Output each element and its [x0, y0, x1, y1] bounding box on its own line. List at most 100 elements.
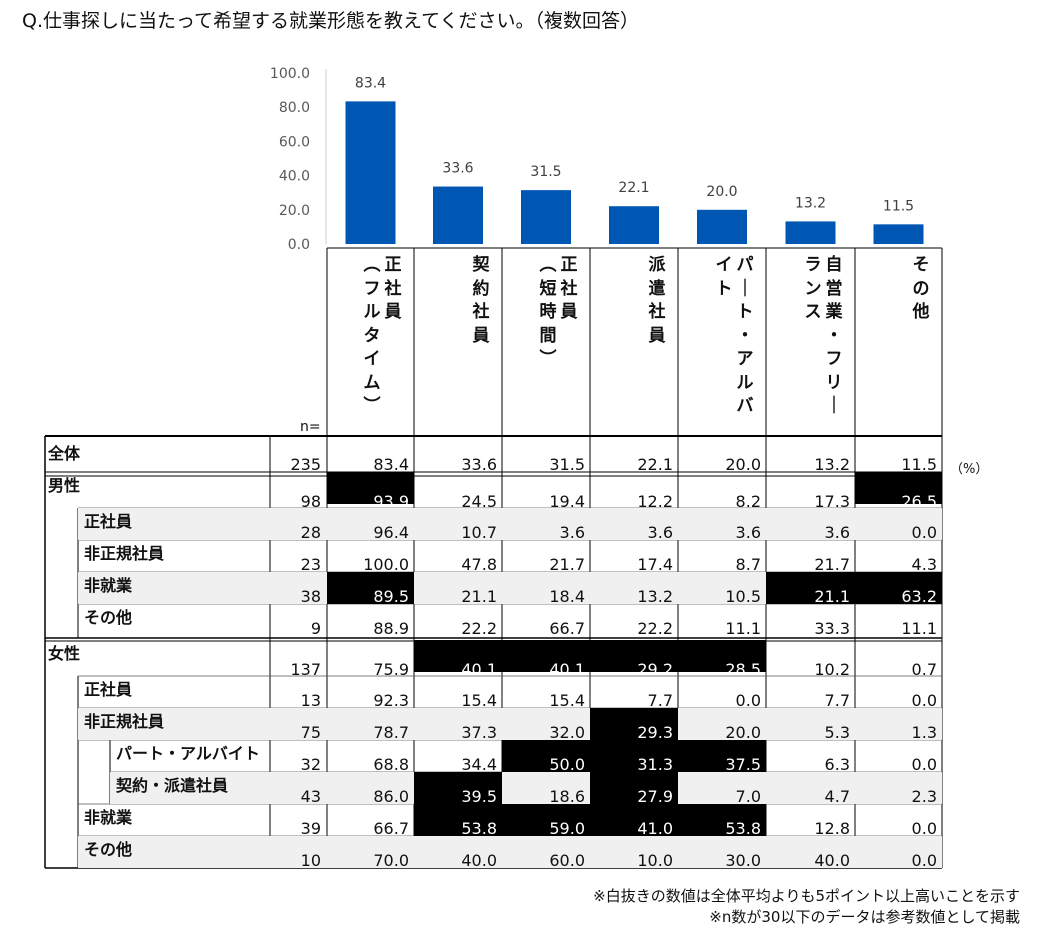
- column-header-line: パ ｜ ト・アルバ: [735, 254, 755, 434]
- value-cell: 31.5: [549, 455, 585, 474]
- header-char: 契: [472, 255, 490, 275]
- value-cell: 13.2: [637, 587, 673, 606]
- note-sample-size: ※n数が30以下のデータは参考数値として掲載: [709, 908, 1020, 926]
- value-cell: 33.6: [461, 455, 497, 474]
- column-header: 自営業・フリ｜ランス: [771, 254, 844, 434]
- row-n: 235: [290, 455, 321, 474]
- value-cell: 7.7: [647, 691, 673, 710]
- header-char: 時: [539, 302, 557, 322]
- column-header-line: ︵ 短時間 ︶: [538, 254, 558, 434]
- value-cell: 0.0: [911, 755, 937, 774]
- header-char: イ: [363, 349, 381, 369]
- row-label: 非正規社員: [84, 712, 165, 731]
- header-char: ︵: [363, 255, 381, 275]
- row-n: 75: [300, 723, 321, 742]
- bar: [345, 101, 396, 244]
- value-cell: 39.5: [461, 787, 497, 806]
- column-header-line: イト: [714, 254, 734, 434]
- row-label: 全体: [48, 444, 81, 463]
- value-cell: 22.2: [461, 619, 497, 638]
- value-cell: 89.5: [373, 587, 409, 606]
- value-cell: 70.0: [373, 851, 409, 870]
- row-label: 女性: [48, 644, 81, 663]
- value-cell: 10.7: [461, 523, 497, 542]
- bar-chart: 0.0 20.0 40.0 60.0 80.0 100.0 83.4 33.6 31.5 22.1…: [270, 66, 924, 250]
- highlight-cell: [502, 804, 590, 836]
- value-cell: 41.0: [637, 819, 673, 838]
- n-label: n=: [300, 419, 321, 435]
- value-cell: 37.5: [725, 755, 761, 774]
- value-cell: 0.0: [911, 851, 937, 870]
- header-char: 社: [384, 278, 402, 299]
- value-cell: 20.0: [725, 455, 761, 474]
- value-cell: 21.1: [814, 587, 850, 606]
- row-shade: [78, 836, 942, 868]
- row-n: 32: [300, 755, 321, 774]
- highlight-cell: [502, 640, 590, 672]
- header-char: ス: [804, 302, 822, 322]
- bar: [521, 190, 571, 244]
- header-char: 員: [648, 325, 666, 346]
- highlight-cell: [590, 804, 678, 836]
- header-char: 間: [539, 325, 557, 346]
- highlight-cell: [414, 772, 502, 804]
- value-cell: 17.3: [814, 492, 850, 511]
- header-char: リ: [825, 372, 843, 393]
- header-char: そ: [912, 255, 930, 275]
- header-char: ・: [825, 325, 843, 346]
- row-n: 10: [300, 851, 321, 870]
- row-label: パート・アルバイト: [116, 744, 260, 763]
- value-cell: 0.0: [735, 691, 761, 710]
- value-cell: 15.4: [461, 691, 497, 710]
- row-n: 23: [300, 555, 321, 574]
- column-header-line: ︵ フルタイム ︶: [362, 254, 382, 434]
- y-tick-label: 20.0: [279, 203, 310, 219]
- header-char: 他: [912, 302, 930, 322]
- header-char: タ: [363, 325, 381, 346]
- column-header: 契約社員: [419, 254, 491, 434]
- value-cell: 40.0: [814, 851, 850, 870]
- value-cell: 3.6: [647, 523, 673, 542]
- header-char: 員: [472, 325, 490, 346]
- value-cell: 29.3: [637, 723, 673, 742]
- value-cell: 40.1: [461, 660, 497, 679]
- value-cell: 92.3: [373, 691, 409, 710]
- row-n: 38: [300, 587, 321, 606]
- value-cell: 17.4: [637, 555, 673, 574]
- y-tick-label: 100.0: [270, 66, 310, 82]
- value-cell: 21.7: [814, 555, 850, 574]
- value-cell: 12.2: [637, 492, 673, 511]
- column-header-line: 自営業・フリ ｜: [824, 254, 844, 434]
- value-cell: 15.4: [549, 691, 585, 710]
- value-cell: 4.7: [824, 787, 850, 806]
- value-cell: 21.7: [549, 555, 585, 574]
- bar-value-label: 13.2: [795, 195, 826, 211]
- value-cell: 88.9: [373, 619, 409, 638]
- row-label: 非就業: [84, 808, 133, 827]
- value-cell: 59.0: [549, 819, 585, 838]
- row-label: 非正規社員: [84, 544, 165, 563]
- row-shade: [78, 708, 942, 740]
- value-cell: 0.0: [911, 691, 937, 710]
- bar: [873, 224, 924, 244]
- column-header-line: ランス: [803, 254, 823, 434]
- value-cell: 24.5: [461, 492, 497, 511]
- row-n: 13: [300, 691, 321, 710]
- column-header-line: その他: [911, 254, 931, 434]
- header-char: ︶: [539, 349, 557, 369]
- value-cell: 53.8: [725, 819, 761, 838]
- value-cell: 60.0: [549, 851, 585, 870]
- bar-value-label: 11.5: [883, 198, 914, 214]
- header-char: の: [912, 278, 930, 299]
- highlight-cell: [678, 804, 766, 836]
- header-char: ｜: [825, 396, 843, 416]
- row-label: 正社員: [84, 512, 133, 531]
- value-cell: 22.2: [637, 619, 673, 638]
- value-cell: 40.0: [461, 851, 497, 870]
- value-cell: 7.0: [735, 787, 761, 806]
- value-cell: 83.4: [373, 455, 409, 474]
- column-header: 派遣社員: [595, 254, 667, 434]
- header-char: 社: [648, 302, 666, 322]
- value-cell: 18.6: [549, 787, 585, 806]
- value-cell: 12.8: [814, 819, 850, 838]
